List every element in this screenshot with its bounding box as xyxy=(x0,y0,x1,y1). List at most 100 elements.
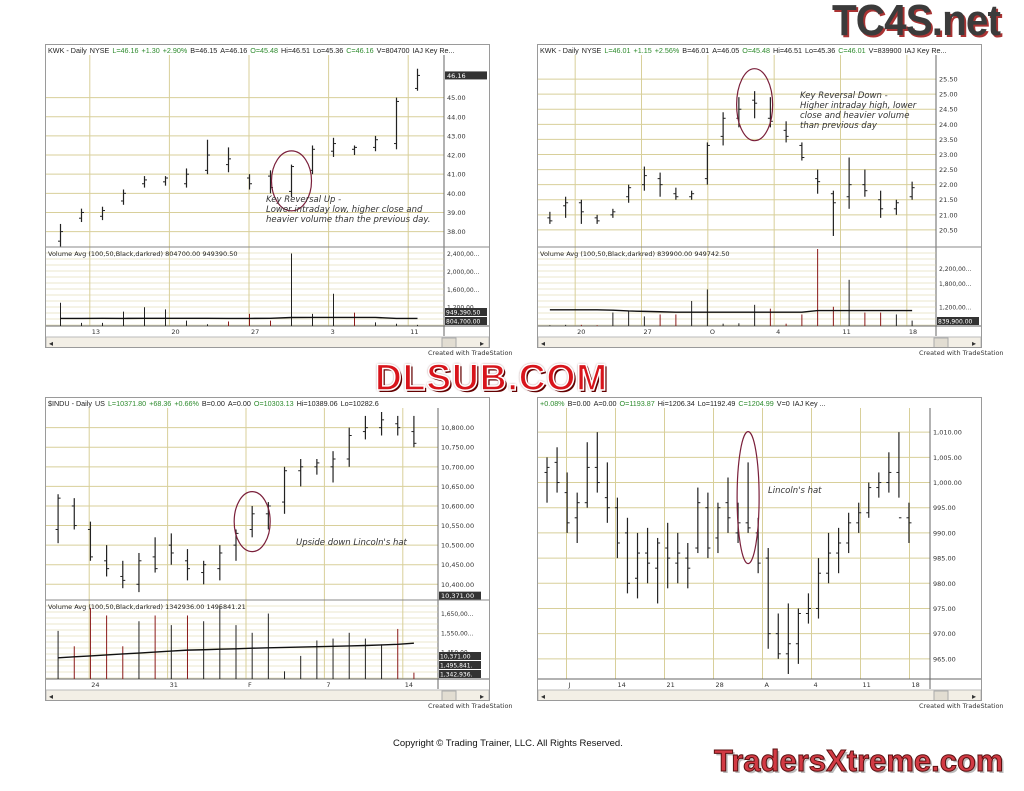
header-field: +0.66% xyxy=(174,399,199,408)
created-with-label: Created with TradeStation xyxy=(919,702,1004,710)
ohlc-bar xyxy=(886,452,892,493)
header-field: B=0.00 xyxy=(567,399,591,408)
price-tick-label: 25.50 xyxy=(939,76,958,84)
ohlc-bar xyxy=(184,549,190,581)
header-field: KWK - Daily xyxy=(540,46,579,55)
ohlc-bar xyxy=(641,166,647,191)
volume-tick-label: 1,600,00... xyxy=(447,287,480,294)
horizontal-scrollbar[interactable] xyxy=(46,689,489,700)
tradersxtreme-logo: TradersXtreme.com xyxy=(713,743,1004,778)
price-tick-label: 44.00 xyxy=(447,113,466,121)
header-field: C=46.01 xyxy=(838,46,866,55)
ohlc-bar xyxy=(87,521,93,561)
tc4s-logo: TC4S.net xyxy=(832,0,1001,45)
ohlc-bar xyxy=(878,190,884,218)
scrollbar-thumb[interactable] xyxy=(933,337,949,347)
ohlc-bar xyxy=(362,415,368,440)
price-tick-label: 985.00 xyxy=(933,555,956,563)
scroll-left-arrow-icon[interactable]: ◂ xyxy=(541,339,545,347)
ohlc-bar xyxy=(395,415,401,436)
price-tick-label: 41.00 xyxy=(447,171,466,179)
copyright-text: Copyright © Trading Trainer, LLC. All Ri… xyxy=(393,738,623,749)
horizontal-scrollbar[interactable] xyxy=(538,689,981,700)
header-field: +0.08% xyxy=(540,399,565,408)
ohlc-bar xyxy=(298,458,304,487)
date-tick-label: 27 xyxy=(251,328,259,336)
date-tick-label: 11 xyxy=(863,681,871,689)
date-tick-label: 18 xyxy=(912,681,920,689)
ohlc-bar xyxy=(720,112,726,146)
price-tick-label: 21.00 xyxy=(939,211,958,219)
ohlc-bar xyxy=(594,432,600,493)
ohlc-bar xyxy=(775,613,781,659)
price-tick-label: 965.00 xyxy=(933,655,956,663)
ohlc-bar xyxy=(142,176,147,188)
ohlc-bar xyxy=(411,415,417,448)
date-tick-label: 14 xyxy=(405,681,413,689)
volume-tick-label: 2,200,00... xyxy=(939,266,972,273)
chart-svg: 25.50 25.00 24.50 24.00 23.50 23.00 22.50 22.00… xyxy=(538,55,981,347)
price-tick-label: 23.50 xyxy=(939,136,958,144)
price-tick-label: 10,650.00 xyxy=(441,483,474,491)
volume-last-box xyxy=(439,670,481,678)
header-field: C=46.16 xyxy=(346,46,374,55)
header-field: IAJ Key Re... xyxy=(904,46,947,55)
chart-header: $INDU - Daily US L=10371.80 +68.36 +0.66% B=0… xyxy=(48,399,382,408)
header-field: +1.30 xyxy=(141,46,160,55)
ohlc-bar xyxy=(876,472,882,498)
ohlc-bar xyxy=(846,512,852,554)
date-tick-label: J xyxy=(568,681,571,689)
date-tick-label: 14 xyxy=(618,681,626,689)
volume-last-label: 949,390.50 xyxy=(446,310,481,317)
scroll-left-arrow-icon[interactable]: ◂ xyxy=(49,339,53,347)
ohlc-bar xyxy=(785,603,791,674)
scrollbar-thumb[interactable] xyxy=(441,337,457,347)
ohlc-bar xyxy=(836,527,842,574)
ohlc-bar xyxy=(893,199,899,215)
created-with-label: Created with TradeStation xyxy=(428,702,513,710)
horizontal-scrollbar[interactable] xyxy=(538,336,981,347)
date-tick-label: 4 xyxy=(776,328,780,336)
price-tick-label: 22.50 xyxy=(939,166,958,174)
price-tick-label: 45.00 xyxy=(447,94,466,102)
ohlc-bar xyxy=(715,502,721,554)
volume-tick-label: 1,650,00... xyxy=(441,611,474,618)
price-tick-label: 970.00 xyxy=(933,630,956,638)
volume-last-box xyxy=(937,317,979,325)
date-tick-label: 20 xyxy=(171,328,179,336)
volume-tick-label: 2,400,00... xyxy=(447,251,480,258)
scroll-left-arrow-icon[interactable]: ◂ xyxy=(541,692,545,700)
header-field: +2.90% xyxy=(162,46,188,55)
last-price-box xyxy=(439,591,481,600)
header-field: V=839900 xyxy=(868,46,902,55)
scrollbar-thumb[interactable] xyxy=(441,690,457,700)
price-tick-label: 975.00 xyxy=(933,605,956,613)
header-field: A=0.00 xyxy=(593,399,617,408)
date-tick-label: 13 xyxy=(92,328,100,336)
header-field: NYSE xyxy=(89,46,110,55)
header-field: US xyxy=(94,399,105,408)
ohlc-bar xyxy=(906,502,912,543)
ohlc-bar xyxy=(104,545,110,577)
scroll-right-arrow-icon[interactable]: ▸ xyxy=(480,339,484,347)
price-tick-label: 980.00 xyxy=(933,580,956,588)
horizontal-scrollbar[interactable] xyxy=(46,336,489,347)
ohlc-bar xyxy=(152,537,158,573)
ohlc-bar xyxy=(645,527,651,584)
header-field: $INDU - Daily xyxy=(48,399,92,408)
price-tick-label: 1,005.00 xyxy=(933,454,962,462)
scrollbar-thumb[interactable] xyxy=(933,690,949,700)
volume-indicator-label: Volume Avg (100,50,Black,darkred) 134293… xyxy=(48,603,246,611)
scroll-right-arrow-icon[interactable]: ▸ xyxy=(972,692,976,700)
date-tick-label: 4 xyxy=(814,681,818,689)
header-field: Lo=45.36 xyxy=(313,46,344,55)
scroll-right-arrow-icon[interactable]: ▸ xyxy=(972,339,976,347)
pattern-highlight-ellipse xyxy=(233,491,271,553)
volume-average-line xyxy=(60,316,418,320)
ohlc-bar xyxy=(657,172,663,197)
scroll-right-arrow-icon[interactable]: ▸ xyxy=(480,692,484,700)
last-price-label: 10,371.00 xyxy=(441,592,474,600)
chart-header: KWK - Daily NYSE L=46.16 +1.30 +2.90% B=46.15… xyxy=(48,46,455,55)
price-tick-label: 10,500.00 xyxy=(441,542,474,550)
scroll-left-arrow-icon[interactable]: ◂ xyxy=(49,692,53,700)
